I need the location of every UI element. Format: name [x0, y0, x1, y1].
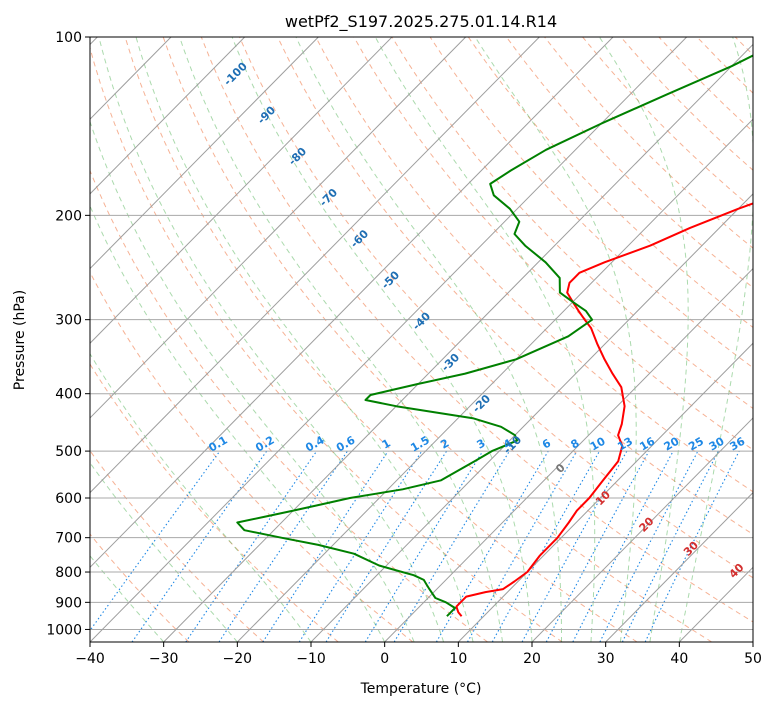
mixing-ratio-line [393, 450, 510, 642]
x-tick-label: 30 [597, 651, 615, 667]
x-tick-label: 40 [670, 651, 688, 667]
mixing-ratio-line [218, 450, 348, 642]
moist-adiabat-line [90, 462, 238, 642]
isotherm-line [236, 118, 753, 642]
isotherm-line [90, 37, 319, 270]
moist-adiabat-line [598, 37, 689, 642]
dry-adiabat-line [90, 363, 339, 642]
isotherm-grid [90, 37, 753, 642]
isotherm-line [90, 37, 393, 344]
isotherm-line [384, 267, 753, 642]
profile-line-2 [236, 54, 753, 617]
y-tick-label: 1000 [46, 622, 82, 638]
x-tick-label: 50 [744, 651, 762, 667]
dry-adiabat-line [315, 37, 753, 493]
mixing-ratio-line [364, 450, 484, 642]
isotherm-line [163, 43, 753, 642]
y-tick-label: 100 [55, 30, 82, 46]
dry-adiabat-line [429, 37, 753, 369]
plot-area [90, 37, 753, 642]
mixing-ratio-line [262, 450, 389, 642]
isotherm-line [90, 37, 540, 494]
x-tick-label: 0 [380, 651, 389, 667]
moist-adiabat-line [135, 37, 474, 642]
isotherm-line [457, 342, 753, 642]
dry-adiabat-line [90, 46, 563, 642]
mixing-ratio-line [90, 450, 221, 632]
isotherm-line [90, 37, 688, 642]
y-tick-label: 700 [55, 531, 82, 547]
y-tick-label: 200 [55, 208, 82, 224]
dry-adiabat-line [124, 37, 638, 642]
moist-adiabat-line [98, 37, 445, 642]
x-tick-label: −20 [223, 651, 253, 667]
y-tick-label: 300 [55, 313, 82, 329]
mixing-ratio-line [644, 450, 740, 642]
isotherm-line [90, 37, 467, 419]
dry-adiabat-line [353, 37, 753, 451]
dry-adiabat-line [467, 37, 753, 329]
x-axis-label: Temperature (°C) [360, 681, 482, 697]
isotherm-line [310, 193, 753, 642]
mixing-ratio-line [298, 450, 423, 642]
x-tick-label: 10 [449, 651, 467, 667]
isotherm-line [90, 37, 614, 569]
moist-adiabat-line [179, 37, 503, 642]
moist-adiabat-line [374, 37, 596, 642]
y-tick-label: 500 [55, 444, 82, 460]
x-tick-label: −40 [75, 651, 105, 667]
isotherm-line [605, 491, 753, 642]
axes: −40 −30 −20 −10 0 10 20 30 40 50 1000 900 800 700 600 5… [46, 30, 762, 667]
y-tick-label: 400 [55, 387, 82, 403]
moist-adiabat-line [295, 37, 562, 642]
y-tick-label: 900 [55, 595, 82, 611]
isobar-grid [90, 37, 753, 630]
dry-adiabat-line [90, 271, 414, 642]
moist-adiabat-line [90, 554, 165, 642]
mixing-ratio-line [185, 450, 318, 642]
moist-adiabat-line [90, 204, 386, 642]
moist-adiabat-line [90, 352, 312, 642]
mixing-ratio-line [545, 450, 650, 642]
y-tick-label: 800 [55, 565, 82, 581]
isotherm-line [90, 37, 246, 195]
y-axis-label: Pressure (hPa) [12, 290, 28, 390]
isotherm-line [752, 641, 753, 642]
chart-title: wetPf2_S197.2025.275.01.14.R14 [285, 12, 557, 32]
mixing-ratio-line [521, 450, 628, 642]
isotherm-line [531, 417, 753, 642]
plot-frame [89, 36, 754, 643]
x-tick-label: −10 [296, 651, 326, 667]
x-tick-label: 20 [523, 651, 541, 667]
profile-series [236, 54, 753, 617]
moist-adiabat-line [474, 37, 637, 642]
dry-adiabat-line [277, 37, 753, 535]
x-tick-label: −30 [149, 651, 179, 667]
mixing-ratio-line [621, 450, 719, 642]
profile-line-1 [455, 202, 753, 617]
y-tick-label: 600 [55, 491, 82, 507]
